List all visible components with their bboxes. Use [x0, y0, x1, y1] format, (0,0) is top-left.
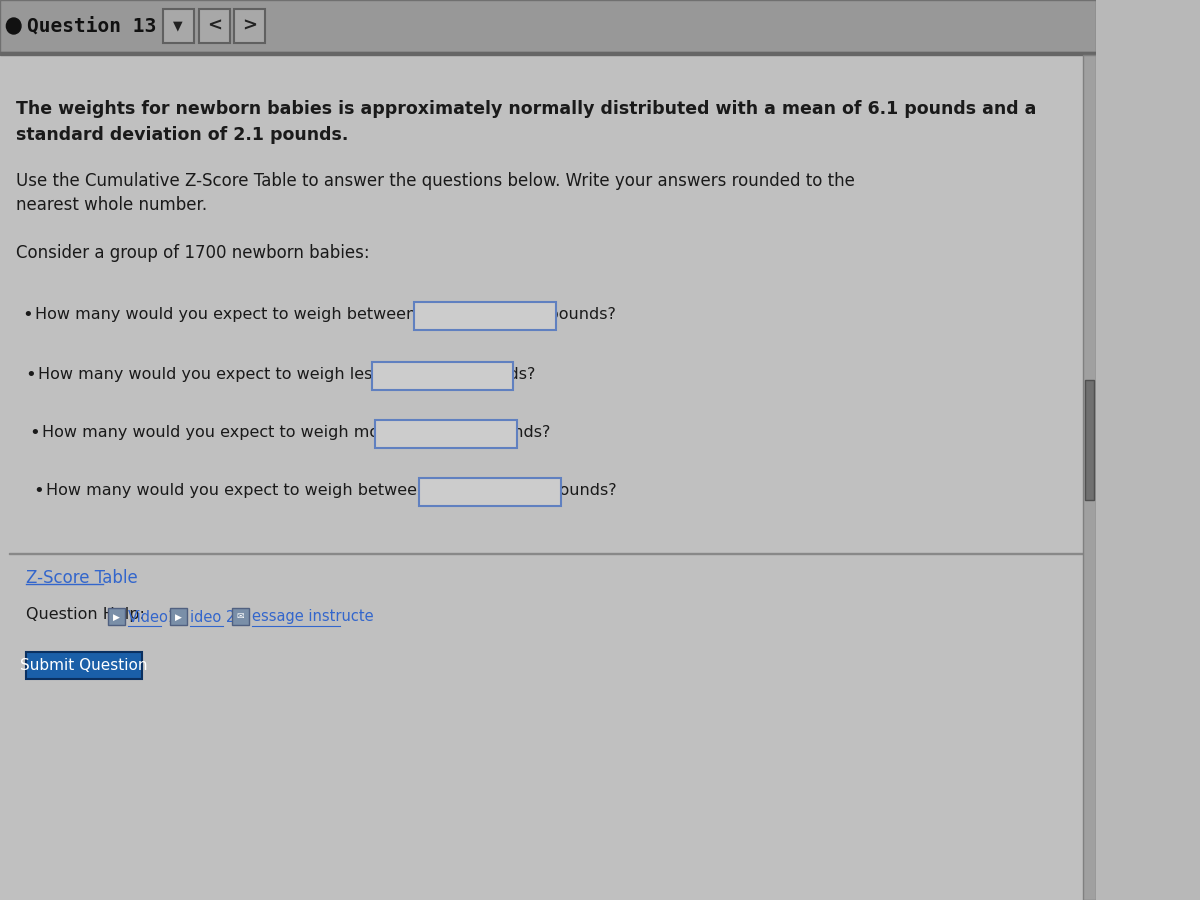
Bar: [162, 9, 193, 43]
Bar: [10, 553, 1086, 554]
Circle shape: [6, 18, 22, 34]
Text: ▼: ▼: [173, 20, 182, 32]
Text: ▶: ▶: [175, 613, 182, 622]
Text: Video1: Video1: [128, 609, 178, 625]
Text: How many would you expect to weigh more than 4.21 pounds?: How many would you expect to weigh more …: [42, 426, 551, 440]
Bar: [372, 362, 514, 390]
Bar: [232, 608, 250, 625]
Bar: [0, 0, 1096, 52]
Text: •: •: [22, 306, 32, 324]
Bar: [419, 478, 560, 506]
Text: ✉: ✉: [236, 613, 245, 622]
Bar: [414, 302, 556, 330]
Text: •: •: [29, 424, 40, 442]
Text: standard deviation of 2.1 pounds.: standard deviation of 2.1 pounds.: [17, 126, 349, 144]
Text: •: •: [25, 366, 36, 384]
Text: Use the Cumulative Z-Score Table to answer the questions below. Write your answe: Use the Cumulative Z-Score Table to answ…: [17, 172, 856, 190]
Text: •: •: [32, 482, 43, 500]
Bar: [170, 608, 187, 625]
Text: >: >: [241, 17, 257, 35]
Text: essage instructe: essage instructe: [252, 609, 373, 625]
Bar: [25, 652, 143, 679]
Text: Question Help:: Question Help:: [25, 607, 144, 622]
Text: Submit Question: Submit Question: [20, 658, 148, 673]
Text: The weights for newborn babies is approximately normally distributed with a mean: The weights for newborn babies is approx…: [17, 100, 1037, 118]
Bar: [234, 9, 265, 43]
Text: How many would you expect to weigh between 6.1 and 7.465 pounds?: How many would you expect to weigh betwe…: [46, 483, 617, 499]
Bar: [0, 52, 1096, 55]
Text: Consider a group of 1700 newborn babies:: Consider a group of 1700 newborn babies:: [17, 244, 370, 262]
Text: nearest whole number.: nearest whole number.: [17, 196, 208, 214]
Bar: [376, 420, 517, 448]
Bar: [199, 9, 230, 43]
Text: Z-Score Table: Z-Score Table: [25, 569, 137, 587]
Bar: [1085, 380, 1094, 500]
Text: How many would you expect to weigh less than 3.79 pounds?: How many would you expect to weigh less …: [38, 367, 535, 382]
Text: ▶: ▶: [113, 613, 120, 622]
Bar: [108, 608, 125, 625]
Text: ideo 2: ideo 2: [190, 609, 235, 625]
Text: How many would you expect to weigh between 4.84 and 10.09 pounds?: How many would you expect to weigh betwe…: [35, 308, 616, 322]
Text: Question 13: Question 13: [28, 16, 157, 35]
Bar: [1082, 55, 1096, 900]
Text: <: <: [208, 17, 222, 35]
